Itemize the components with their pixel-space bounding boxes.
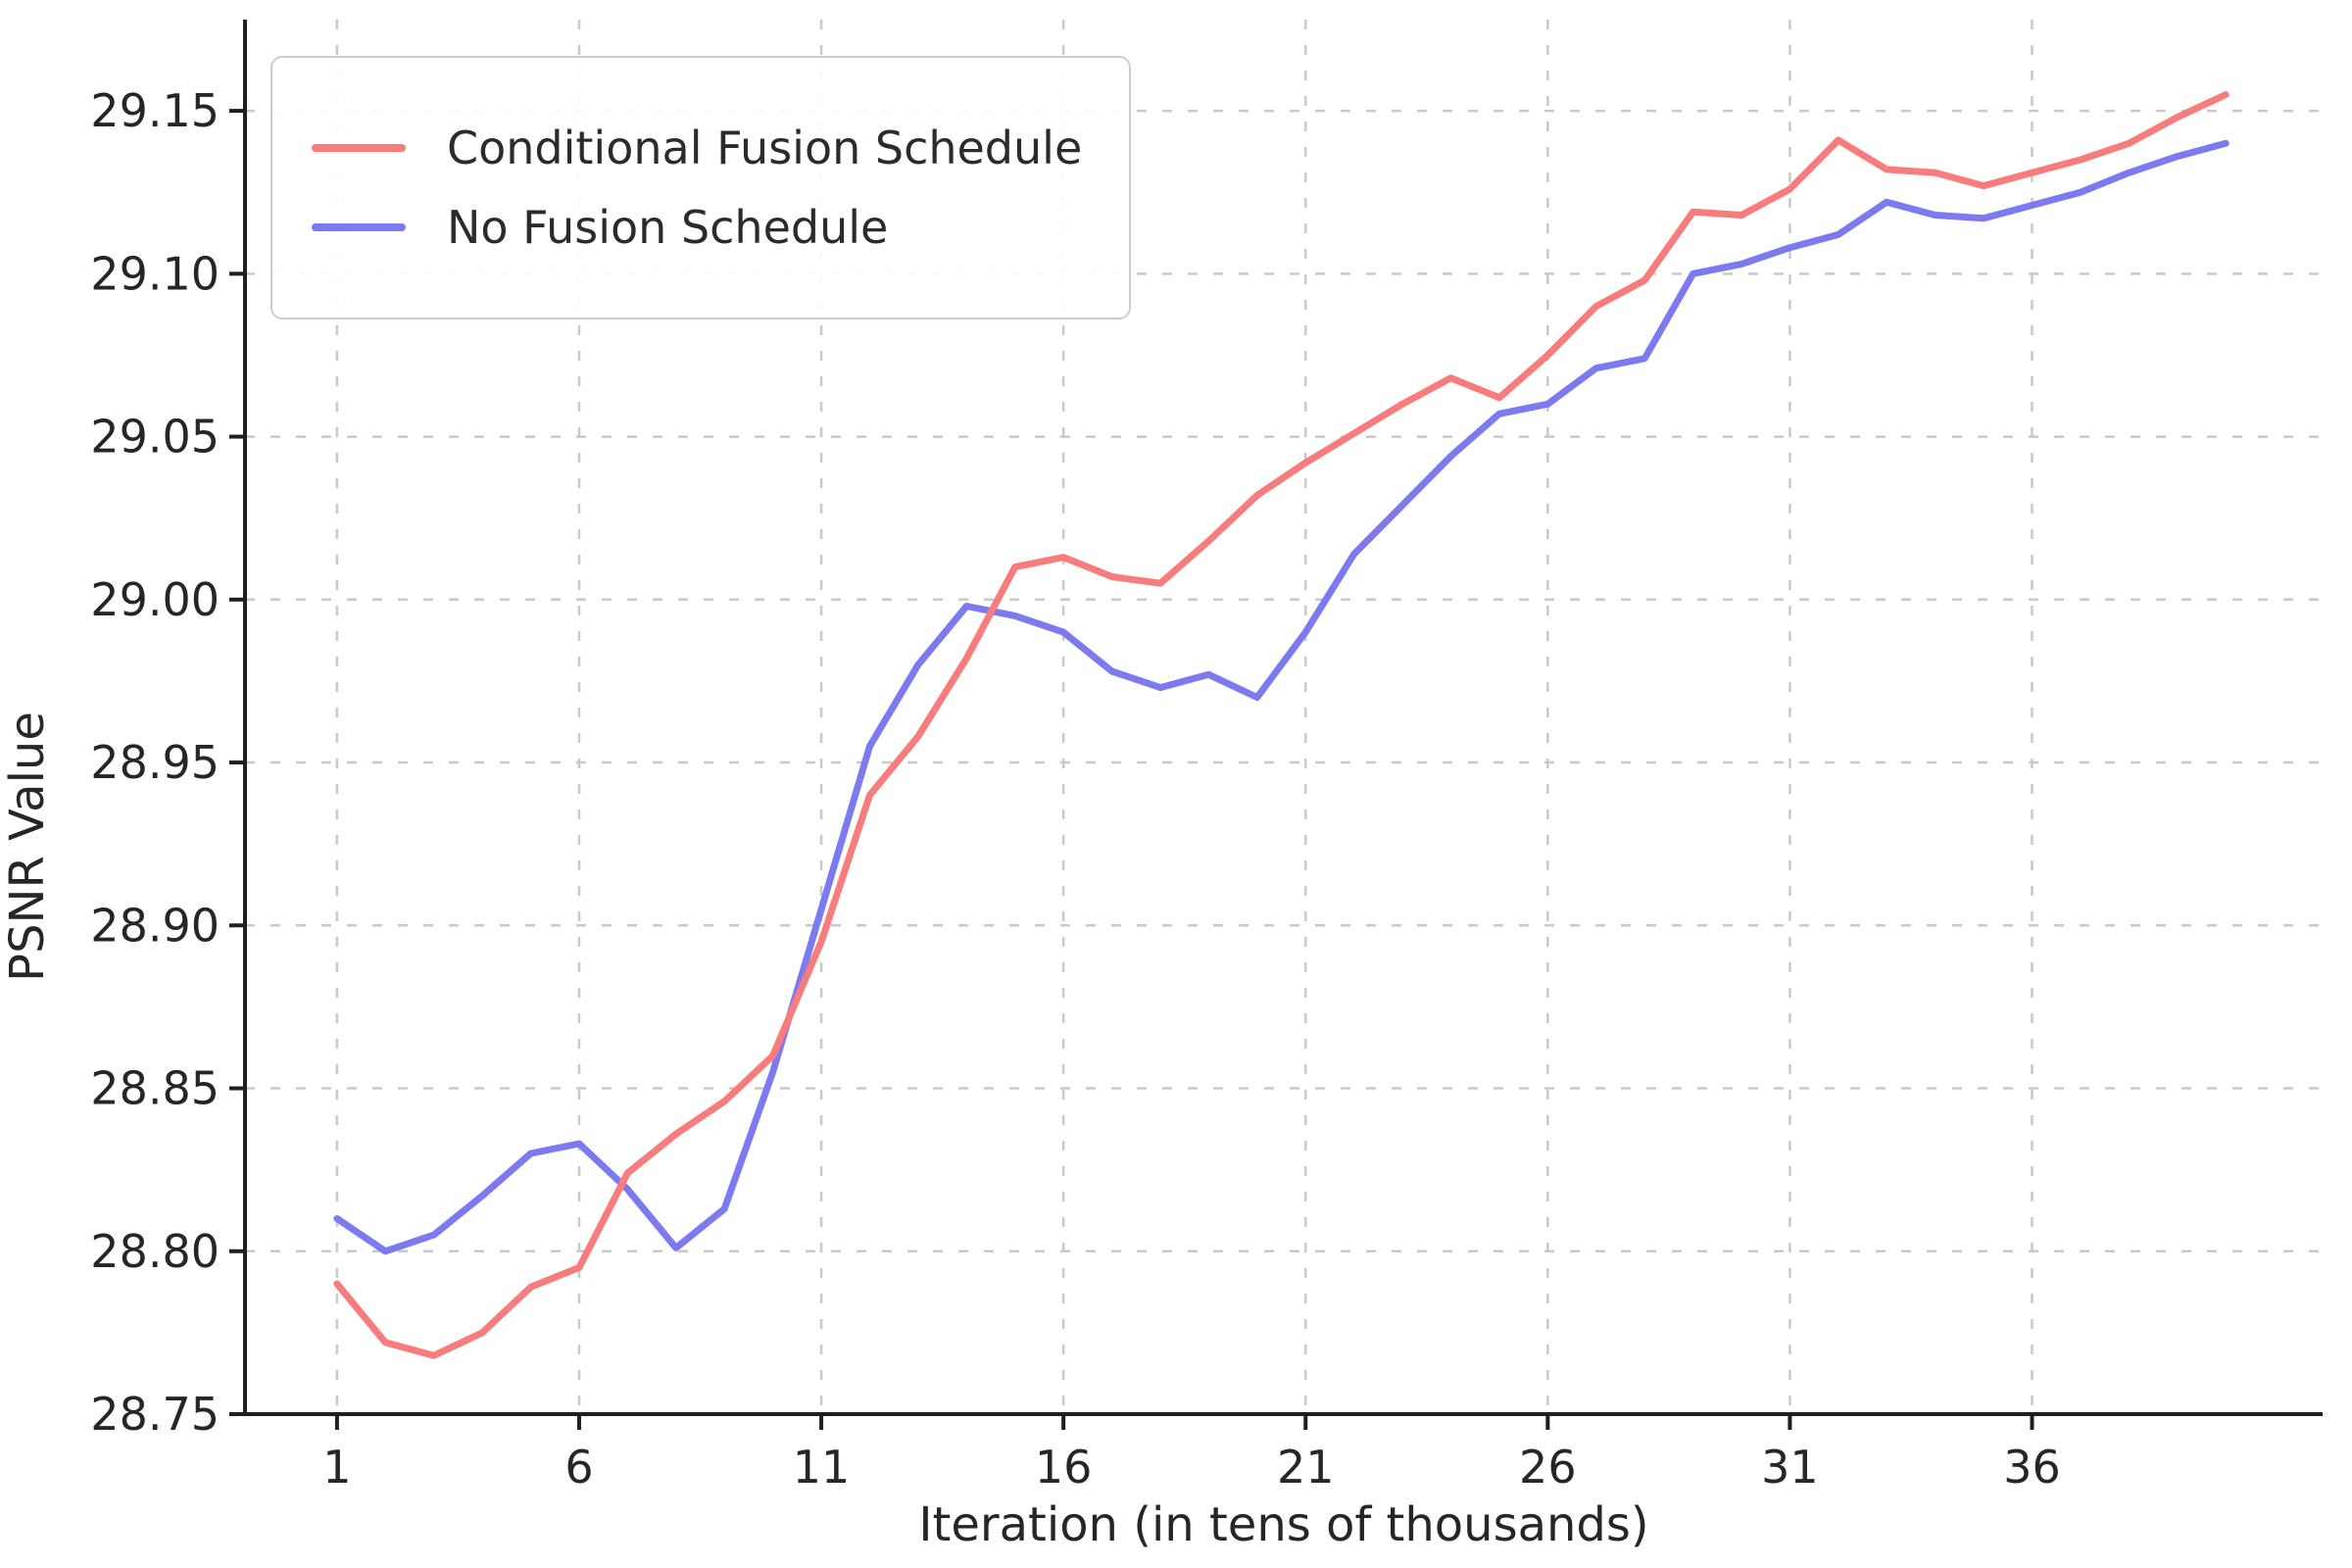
x-tick-label: 11 xyxy=(793,1441,851,1494)
y-tick-label: 28.90 xyxy=(90,899,220,952)
legend-line-swatch-blue xyxy=(312,223,406,231)
x-tick-label: 36 xyxy=(2003,1441,2061,1494)
y-tick-label: 29.15 xyxy=(90,84,220,137)
x-tick-label: 16 xyxy=(1035,1441,1093,1494)
y-tick-label: 28.95 xyxy=(90,736,220,789)
legend-entry-no-fusion: No Fusion Schedule xyxy=(312,205,1090,250)
x-tick-label: 6 xyxy=(564,1441,593,1494)
y-tick-label: 28.85 xyxy=(90,1062,220,1115)
y-axis-title: PSNR Value xyxy=(0,711,55,982)
y-tick-label: 29.10 xyxy=(90,247,220,300)
y-tick-label: 28.80 xyxy=(90,1225,220,1278)
y-tick-label: 29.05 xyxy=(90,411,220,464)
legend-entry-conditional-fusion: Conditional Fusion Schedule xyxy=(312,125,1090,171)
series-line-0 xyxy=(333,91,2230,1359)
y-tick-label: 29.00 xyxy=(90,573,220,626)
series-line-1 xyxy=(333,139,2230,1255)
x-tick-label: 1 xyxy=(322,1441,351,1494)
legend: Conditional Fusion Schedule No Fusion Sc… xyxy=(270,56,1131,319)
legend-label: No Fusion Schedule xyxy=(447,201,889,254)
legend-line-swatch-red xyxy=(312,144,406,152)
x-axis-title: Iteration (in tens of thousands) xyxy=(918,1497,1649,1552)
x-tick-label: 31 xyxy=(1761,1441,1819,1494)
x-tick-label: 21 xyxy=(1277,1441,1335,1494)
x-tick-label: 26 xyxy=(1519,1441,1577,1494)
legend-label: Conditional Fusion Schedule xyxy=(447,122,1083,174)
y-tick-label: 28.75 xyxy=(90,1388,220,1441)
